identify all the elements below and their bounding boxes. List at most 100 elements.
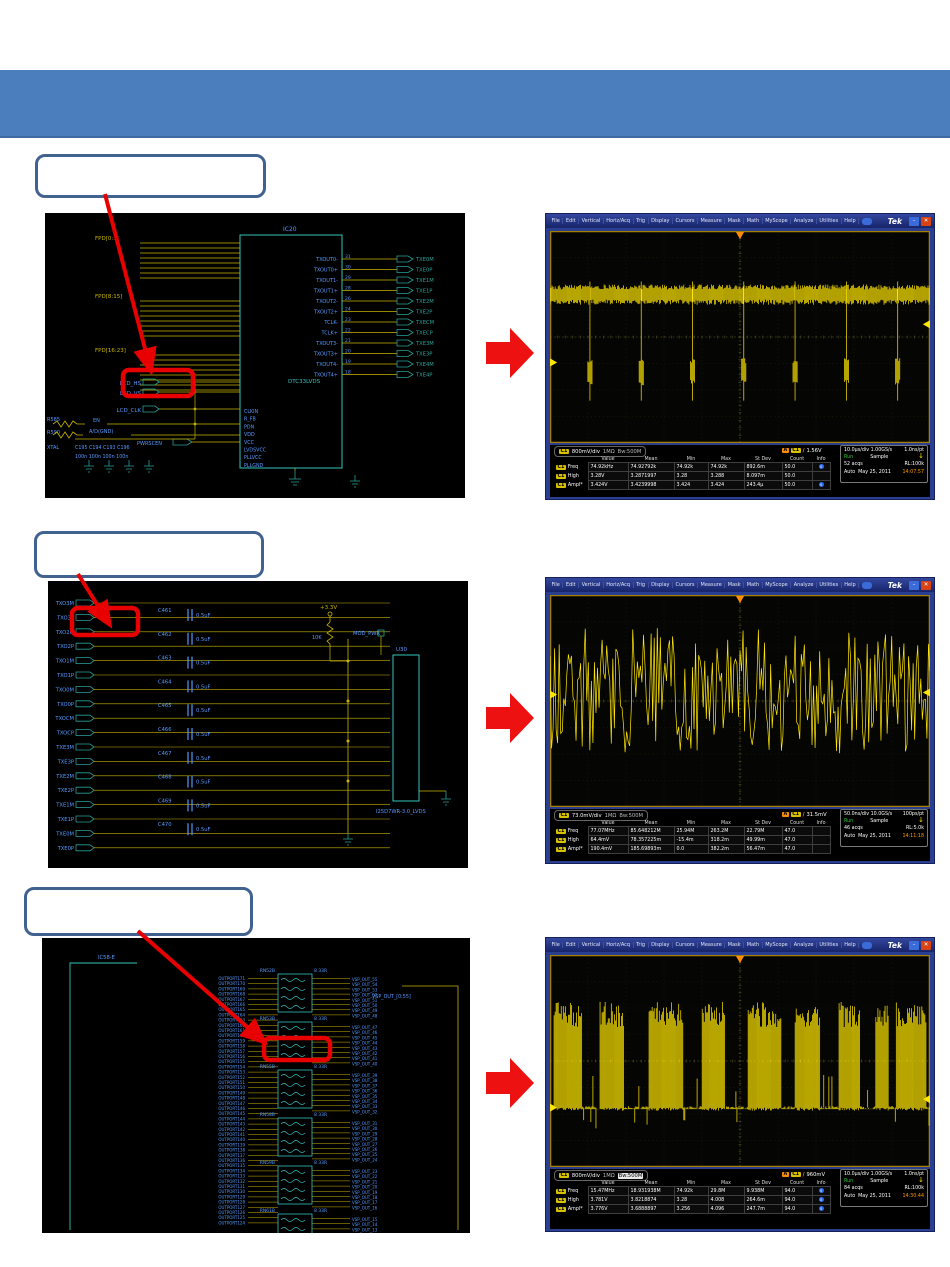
svg-text:VSP_OUT_25: VSP_OUT_25 [352, 1152, 378, 1157]
svg-text:OUTPORT147: OUTPORT147 [218, 1101, 245, 1106]
svg-text:TXO1P: TXO1P [56, 673, 74, 679]
menu-item: Measure [698, 942, 726, 948]
menu-item: Math [744, 582, 763, 588]
svg-text:TXOUT0-: TXOUT0- [315, 257, 338, 263]
acquisition-info-panel: 10.0µs/div 1.00GS/s 1.0ns/pt Run Sample ↓ 8… [840, 1169, 928, 1207]
svg-text:TXOCM: TXOCM [54, 716, 74, 722]
outport-labels: OUTPORT171OUTPORT170OUTPORT169OUTPORT168… [218, 976, 245, 1225]
scope-readout: C1 800mV/div 1MΩ Bw:500M A C1 / 1.56V 10… [550, 445, 930, 497]
svg-text:VSP_OUT_20: VSP_OUT_20 [352, 1185, 378, 1190]
svg-text:VSP_OUT_51: VSP_OUT_51 [352, 998, 378, 1003]
svg-text:C468: C468 [158, 775, 172, 781]
svg-text:OUTPORT138: OUTPORT138 [218, 1148, 245, 1153]
svg-text:TXO0M: TXO0M [55, 687, 74, 693]
svg-text:8 33R: 8 33R [314, 1112, 327, 1118]
svg-text:OUTPORT146: OUTPORT146 [218, 1106, 245, 1111]
svg-text:TXECM: TXECM [415, 320, 434, 326]
close-icon: ✕ [921, 216, 931, 226]
minimize-icon: – [909, 580, 919, 590]
menu-item: Cursors [673, 218, 699, 224]
net-label: MOD_PWR [353, 631, 380, 637]
svg-text:VSP_OUT_28: VSP_OUT_28 [352, 1137, 378, 1142]
tek-logo: Tek [887, 216, 902, 226]
svg-text:OUTPORT137: OUTPORT137 [218, 1153, 245, 1158]
svg-text:RN52B: RN52B [260, 968, 275, 974]
svg-text:VSP_OUT_14: VSP_OUT_14 [352, 1222, 378, 1227]
menu-item: Cursors [673, 582, 699, 588]
svg-text:VSP_OUT_18: VSP_OUT_18 [352, 1195, 378, 1200]
menu-item: Vertical [579, 218, 604, 224]
title-banner [0, 70, 950, 138]
svg-text:OUTPORT145: OUTPORT145 [218, 1111, 245, 1116]
svg-text:TXOUT1-: TXOUT1- [315, 278, 338, 284]
svg-text:VSP_OUT_21: VSP_OUT_21 [352, 1179, 378, 1184]
svg-text:TXE0P: TXE0P [57, 846, 74, 852]
svg-text:PLLVCC: PLLVCC [244, 455, 262, 461]
svg-text:TXE1P: TXE1P [57, 817, 74, 823]
svg-text:VSP_OUT_38: VSP_OUT_38 [352, 1078, 378, 1083]
svg-text:VSP_OUT_48: VSP_OUT_48 [352, 1013, 378, 1018]
scope-readout: C1 800mV/div 1MΩ Bw:500M A C1 / 960mV 10… [550, 1169, 930, 1229]
svg-text:VSP_OUT_26: VSP_OUT_26 [352, 1147, 378, 1152]
cap-values: 100n 100n 100n 100n [75, 454, 128, 460]
info-icon: i [818, 482, 824, 487]
measurement-row: C1 Freq 74.92kHz 74.92792k 74.92k 74.92k 892… [554, 462, 831, 472]
net-label: EN [93, 418, 100, 424]
svg-text:VSP_OUT_32: VSP_OUT_32 [352, 1109, 378, 1114]
resistor-ref: R585 [47, 417, 60, 423]
scope-readout: C1 73.0mV/div 1MΩ Bw:500M A C1 / 31.5mV … [550, 809, 930, 861]
svg-text:OUTPORT124: OUTPORT124 [218, 1220, 245, 1225]
svg-text:TXOUT2+: TXOUT2+ [313, 310, 338, 316]
menu-item: Display [649, 942, 673, 948]
svg-text:OUTPORT152: OUTPORT152 [218, 1075, 245, 1080]
menu-item: Utilities [817, 942, 842, 948]
svg-text:19: 19 [345, 359, 351, 365]
help-badge-icon [862, 217, 873, 225]
svg-text:TXO0P: TXO0P [56, 702, 74, 708]
svg-text:OUTPORT134: OUTPORT134 [218, 1168, 245, 1173]
svg-text:TXE2P: TXE2P [57, 788, 74, 794]
menu-item: File [549, 942, 564, 948]
svg-text:PLLGND: PLLGND [244, 463, 264, 469]
measurement-row: C1 High 3.28V 3.2871997 3.28 3.288 8.097m 50.… [554, 471, 831, 481]
svg-text:TXE4P: TXE4P [415, 373, 432, 379]
svg-text:VSP_OUT_54: VSP_OUT_54 [352, 982, 378, 987]
svg-text:TXOUT1+: TXOUT1+ [313, 289, 338, 295]
svg-text:C463: C463 [158, 656, 172, 662]
minimize-icon: – [909, 940, 919, 950]
svg-text:26: 26 [345, 296, 351, 302]
callout-box-3 [24, 887, 253, 936]
svg-text:31: 31 [345, 254, 351, 260]
measurement-row: C1 Freq 77.07MHz 85.648212M 25.94M 263.2M 22… [554, 826, 831, 836]
svg-text:0.5uF: 0.5uF [196, 684, 211, 690]
svg-text:RN55B: RN55B [260, 1064, 275, 1070]
svg-text:OUTPORT126: OUTPORT126 [218, 1210, 245, 1215]
channel-readout: C1 800mV/div 1MΩ Bw:500M [554, 1170, 649, 1181]
svg-text:TXO1M: TXO1M [55, 659, 74, 665]
svg-text:OUTPORT143: OUTPORT143 [218, 1122, 245, 1127]
menu-item: Help [842, 582, 860, 588]
svg-text:TXE4M: TXE4M [415, 362, 434, 368]
scope-titlebar: File Edit Vertical Horiz/Acq Trig Display Curs… [546, 938, 934, 952]
svg-text:0.5uF: 0.5uF [196, 732, 211, 738]
svg-text:8 33R: 8 33R [314, 1208, 327, 1214]
menu-item: MyScope [763, 942, 792, 948]
arrow-down-icon: ↓ [918, 1176, 924, 1185]
svg-text:TXOCP: TXOCP [56, 731, 74, 737]
svg-text:OUTPORT131: OUTPORT131 [218, 1184, 245, 1189]
svg-text:VSP_OUT_15: VSP_OUT_15 [352, 1217, 378, 1222]
svg-text:TCLK-: TCLK- [323, 320, 338, 326]
schematic-1-drawing: IC20 DTC33LVDS FPD[0:7] FPD[8:15] FPD[16… [47, 226, 434, 488]
bus-label: FPD[8:15] [95, 294, 122, 300]
svg-text:0.5uF: 0.5uF [196, 708, 211, 714]
svg-text:VSP_OUT_43: VSP_OUT_43 [352, 1046, 378, 1051]
svg-text:VSP_OUT_27: VSP_OUT_27 [352, 1142, 378, 1147]
svg-text:8 33R: 8 33R [314, 1064, 327, 1070]
svg-text:0.5uF: 0.5uF [196, 613, 211, 619]
svg-text:C470: C470 [158, 822, 172, 828]
menu-item: Edit [563, 942, 580, 948]
power-label: +3.3V [320, 605, 337, 611]
menu-item: Trig [634, 218, 649, 224]
svg-text:VSP_OUT_53: VSP_OUT_53 [352, 987, 378, 992]
svg-text:VSP_OUT_36: VSP_OUT_36 [352, 1089, 378, 1094]
